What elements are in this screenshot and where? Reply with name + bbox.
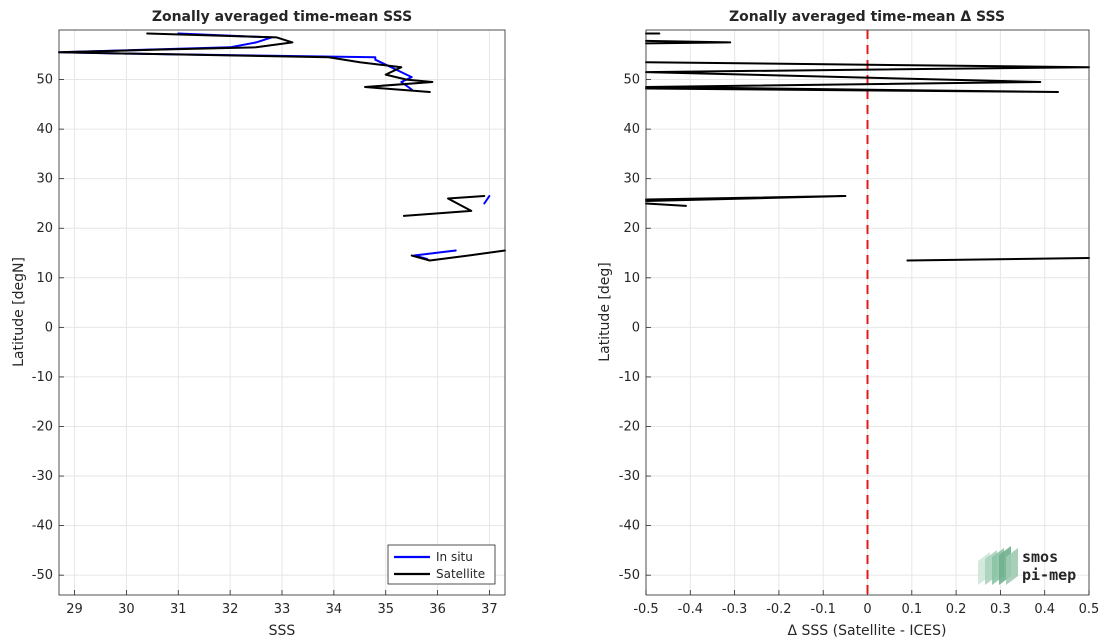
- right-series-delta-sss-segment-1: [645, 39, 732, 45]
- smos-pi-mep-logo: smos pi-mep: [978, 546, 1076, 585]
- left-x-tick-label: 37: [481, 602, 498, 617]
- right-ticks: -0.5 -0.4 -0.3 -0.2 -0.1 0 0.1 0.2 0.3 0.4 0.5 -50 -…: [619, 73, 1100, 617]
- left-y-tick-label: -30: [32, 469, 53, 484]
- left-y-tick-label: 0: [45, 320, 53, 335]
- right-y-tick-label: 10: [623, 271, 640, 286]
- logo-text-pi-mep: pi-mep: [1022, 566, 1076, 584]
- right-series-delta-sss-segment-4: [645, 202, 687, 207]
- left-series-satellite-segment-1: [402, 195, 486, 217]
- legend: In situ Satellite: [387, 544, 496, 585]
- right-y-tick-label: 20: [623, 221, 640, 236]
- legend-label-in-situ: In situ: [436, 550, 473, 564]
- right-y-tick-label: 0: [632, 320, 640, 335]
- left-axes-box: [58, 29, 506, 596]
- right-y-tick-label: -20: [619, 419, 640, 434]
- left-x-tick-label: 34: [326, 602, 343, 617]
- left-x-tick-label: 30: [118, 602, 135, 617]
- right-x-tick-label: 0.5: [1079, 602, 1100, 617]
- left-y-tick-label: 40: [36, 122, 53, 137]
- left-y-tick-label: 50: [36, 73, 53, 88]
- left-x-tick-label: 31: [170, 602, 187, 617]
- left-y-tick-label: -40: [32, 519, 53, 534]
- left-y-tick-label: 10: [36, 271, 53, 286]
- left-y-tick-label: -50: [32, 568, 53, 583]
- right-y-axis-label: Latitude [deg]: [597, 262, 613, 361]
- right-y-tick-label: -30: [619, 469, 640, 484]
- right-y-tick-label: -40: [619, 519, 640, 534]
- right-x-tick-label: -0.2: [766, 602, 791, 617]
- right-y-tick-label: -50: [619, 568, 640, 583]
- left-x-axis-label: SSS: [269, 623, 296, 639]
- left-x-tick-label: 35: [377, 602, 394, 617]
- right-series-delta-sss-segment-5: [906, 257, 1090, 262]
- left-x-tick-label: 32: [222, 602, 239, 617]
- left-x-tick-label: 29: [66, 602, 83, 617]
- right-y-tick-label: 30: [623, 172, 640, 187]
- right-x-tick-label: -0.3: [722, 602, 747, 617]
- left-series-satellite-segment-0: [58, 32, 434, 93]
- left-y-axis-label: Latitude [degN]: [11, 257, 27, 367]
- left-y-tick-label: -20: [32, 419, 53, 434]
- right-y-tick-label: 40: [623, 122, 640, 137]
- left-y-tick-label: 30: [36, 172, 53, 187]
- right-axes-box: [645, 29, 1090, 596]
- right-x-tick-label: 0.3: [990, 602, 1011, 617]
- right-x-tick-label: 0.4: [1034, 602, 1055, 617]
- right-panel: Zonally averaged time-mean Δ SSS -0.5 -0.…: [597, 9, 1099, 639]
- left-y-tick-label: 20: [36, 221, 53, 236]
- right-x-tick-label: -0.1: [811, 602, 836, 617]
- legend-label-satellite: Satellite: [436, 567, 485, 581]
- right-x-tick-label: 0: [863, 602, 871, 617]
- right-plot-title: Zonally averaged time-mean Δ SSS: [729, 9, 1005, 25]
- left-x-tick-label: 33: [274, 602, 291, 617]
- legend-box: [387, 544, 496, 585]
- right-x-tick-label: -0.5: [633, 602, 658, 617]
- left-ticks: 29 30 31 32 33 34 35 36 37 -50 -40 -30 -20 -10 0 10 20 30…: [32, 73, 498, 617]
- right-x-axis-label: Δ SSS (Satellite - ICES): [788, 623, 947, 639]
- left-series-satellite-segment-2: [410, 249, 506, 262]
- left-panel: Zonally averaged time-mean SSS 29 30 31 32 3…: [11, 9, 506, 639]
- left-grid: [59, 30, 505, 595]
- right-y-tick-label: 50: [623, 73, 640, 88]
- left-data-lines: [58, 32, 506, 262]
- left-series-in-situ-segment-1: [483, 195, 491, 205]
- logo-text-smos: smos: [1022, 548, 1058, 566]
- right-series-delta-sss-segment-3: [645, 195, 847, 202]
- logo-mark-icon: [978, 546, 1018, 585]
- left-y-tick-label: -10: [32, 370, 53, 385]
- left-plot-title: Zonally averaged time-mean SSS: [152, 9, 412, 25]
- right-x-tick-label: 0.1: [901, 602, 922, 617]
- left-x-tick-label: 36: [429, 602, 446, 617]
- right-x-tick-label: 0.2: [946, 602, 967, 617]
- right-y-tick-label: -10: [619, 370, 640, 385]
- right-x-tick-label: -0.4: [678, 602, 703, 617]
